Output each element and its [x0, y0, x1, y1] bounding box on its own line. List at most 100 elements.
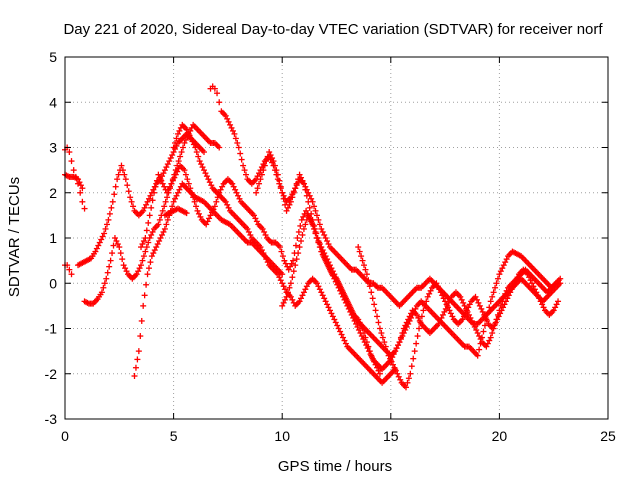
data-point: [315, 216, 322, 223]
data-point: [119, 256, 126, 263]
data-point: [510, 283, 517, 290]
data-point: [169, 177, 176, 184]
data-point: [269, 155, 276, 162]
data-point: [397, 334, 404, 341]
data-point: [259, 225, 266, 232]
data-point: [139, 257, 146, 264]
data-point: [284, 204, 291, 211]
data-point: [127, 194, 134, 201]
data-points: [62, 83, 564, 391]
data-point: [170, 198, 177, 205]
data-point: [207, 212, 214, 219]
data-point: [447, 310, 454, 317]
data-point: [299, 292, 306, 299]
data-point: [405, 375, 412, 382]
data-point: [294, 235, 301, 241]
data-point: [149, 228, 156, 235]
data-point: [299, 177, 306, 184]
data-point: [159, 231, 166, 238]
data-point: [145, 219, 152, 226]
data-point: [229, 180, 236, 187]
data-point: [274, 271, 281, 278]
data-point: [458, 296, 465, 303]
data-point: [174, 189, 181, 196]
data-point: [253, 189, 260, 196]
data-point: [329, 313, 336, 320]
data-point: [244, 225, 251, 232]
data-point: [503, 256, 510, 263]
data-point: [326, 266, 333, 273]
data-point: [105, 216, 112, 223]
data-point: [261, 162, 268, 169]
data-point: [326, 307, 333, 314]
data-point: [493, 280, 500, 287]
data-point: [228, 124, 235, 131]
data-point: [331, 316, 338, 323]
data-point: [403, 384, 410, 391]
data-point: [199, 164, 206, 171]
data-point: [434, 283, 441, 290]
data-point: [277, 277, 284, 284]
data-point: [141, 292, 148, 299]
data-point: [382, 343, 389, 350]
data-point: [186, 132, 193, 139]
data-point: [489, 325, 496, 332]
data-point: [185, 180, 192, 187]
data-point: [315, 239, 322, 246]
data-point: [439, 292, 446, 299]
data-point: [278, 248, 285, 255]
x-tick-label: 10: [274, 428, 290, 444]
data-point: [224, 115, 231, 122]
data-point: [342, 340, 349, 347]
data-point: [121, 171, 128, 178]
y-tick-label: 4: [49, 94, 57, 110]
data-point: [107, 257, 114, 264]
data-point: [417, 319, 424, 326]
data-point: [322, 235, 329, 241]
data-point: [537, 298, 544, 305]
data-point: [146, 212, 153, 219]
data-point: [449, 313, 456, 320]
data-point: [439, 311, 446, 318]
data-point: [261, 253, 268, 260]
data-point: [138, 244, 145, 251]
data-point: [328, 310, 335, 317]
data-point: [245, 228, 252, 235]
data-point: [168, 180, 175, 187]
data-point: [296, 298, 303, 305]
data-point: [196, 158, 203, 165]
data-point: [279, 253, 286, 260]
data-point: [138, 317, 145, 324]
data-point: [363, 271, 370, 278]
data-point: [550, 307, 557, 314]
data-point: [496, 271, 503, 278]
data-point: [70, 167, 77, 174]
data-point: [95, 242, 102, 249]
data-point: [119, 167, 126, 174]
data-point: [222, 198, 229, 205]
data-point: [96, 239, 103, 246]
data-point: [81, 205, 88, 212]
data-point: [216, 99, 223, 106]
data-point: [134, 356, 141, 363]
data-point: [161, 183, 168, 190]
data-point: [353, 320, 360, 327]
data-point: [415, 314, 422, 321]
data-point: [302, 221, 309, 228]
data-point: [279, 302, 286, 309]
data-point: [329, 272, 336, 279]
data-point: [463, 307, 470, 314]
data-point: [195, 210, 202, 217]
data-point: [130, 203, 137, 210]
data-point: [298, 174, 305, 181]
data-point: [143, 281, 150, 288]
data-point: [237, 150, 244, 157]
data-point: [258, 247, 265, 254]
data-point: [92, 248, 99, 255]
data-point: [392, 348, 399, 355]
data-point: [76, 179, 83, 186]
y-tick-label: -1: [45, 321, 58, 337]
data-point: [77, 189, 84, 196]
data-point: [193, 149, 200, 156]
data-point: [187, 135, 194, 142]
